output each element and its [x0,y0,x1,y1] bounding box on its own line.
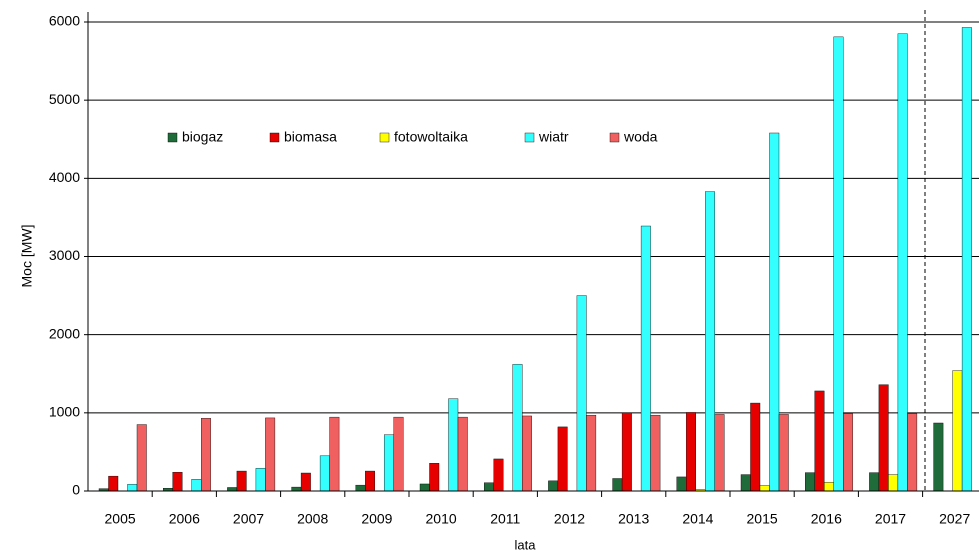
bar [805,472,815,492]
x-tick-label: 2005 [105,511,136,527]
bar [907,413,918,492]
bar [457,416,468,492]
legend-swatch [379,132,390,143]
bar [448,398,459,492]
bar [843,413,853,492]
bar [393,416,404,492]
y-tick-label: 1000 [49,404,80,420]
x-tick-label: 2013 [618,511,649,527]
legend-label: biomasa [284,129,337,145]
legend-swatch [167,132,178,143]
x-tick-label: 2012 [554,511,585,527]
legend-swatch [269,132,280,143]
bar [869,472,880,492]
bar [740,474,751,492]
bar [291,486,302,492]
bar [933,422,944,492]
legend-label: wiatr [538,129,569,145]
legend-label: fotowoltaika [394,129,468,145]
x-tick-label: 2007 [233,511,264,527]
y-tick-label: 3000 [49,247,80,263]
y-tick-label: 4000 [49,169,80,185]
bar [586,414,597,492]
bar [897,33,908,492]
bar [557,426,568,492]
bar [676,476,687,492]
bar [227,487,238,492]
bars [98,27,972,492]
bar [108,475,119,492]
bar [814,390,825,492]
x-tick-label: 2015 [747,511,778,527]
y-tick-label: 5000 [49,91,80,107]
x-tick-label: 2017 [875,511,906,527]
bar [200,418,211,492]
x-tick-label: 2027 [939,511,970,527]
bar [888,474,899,492]
x-tick-label: 2016 [811,511,842,527]
bar [548,480,559,492]
bar [329,416,340,492]
x-tick-label: 2014 [682,511,713,527]
bar [686,412,696,492]
x-axis-label: lata [515,537,537,552]
bar [778,414,789,492]
bar [750,402,761,492]
bar [952,370,963,492]
bar [265,417,276,492]
bar [824,482,834,492]
y-tick-label: 6000 [49,13,80,29]
bar [612,478,623,492]
bar [419,483,430,492]
bar [878,384,889,492]
bar [621,412,632,492]
legend-label: woda [623,129,658,145]
bar [640,225,651,492]
bar [319,455,330,492]
x-tick-label: 2009 [361,511,392,527]
bar [512,364,523,492]
bar [127,484,138,492]
bar [833,36,844,492]
bar [136,424,147,492]
bar [576,295,587,492]
y-axis-label: Moc [MW] [19,225,35,288]
legend-label: biogaz [182,129,223,145]
bar [705,191,715,492]
bar [429,463,440,492]
bar [714,414,725,492]
legend-swatch [524,132,535,143]
x-tick-label: 2011 [490,511,520,527]
bar [484,482,494,492]
bar [172,472,183,492]
y-tick-label: 0 [72,482,80,498]
bar [365,470,375,492]
bar [384,434,394,492]
bar [522,415,532,492]
x-tick-label: 2006 [169,511,200,527]
bar [191,479,202,492]
legend-swatch [609,132,620,143]
bar [236,470,247,492]
y-tick-label: 2000 [49,325,80,341]
bar [255,468,266,492]
x-tick-label: 2008 [297,511,328,527]
bar [769,132,780,492]
bar [961,27,972,492]
bar [300,472,311,492]
bar [650,414,661,492]
bar [759,485,770,492]
bar [355,484,366,492]
x-tick-label: 2010 [426,511,457,527]
bar [493,458,504,492]
